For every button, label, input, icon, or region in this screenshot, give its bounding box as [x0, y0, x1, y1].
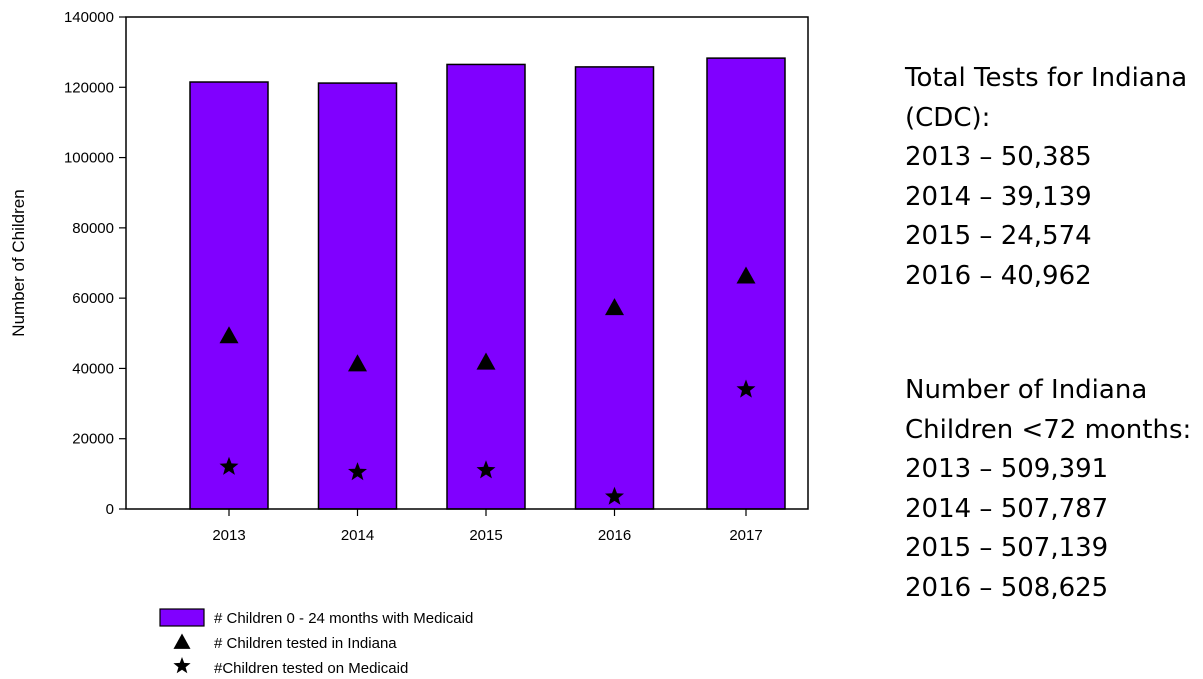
total-tests-heading-line1: Total Tests for Indiana: [905, 63, 1188, 93]
children-2015: 2015 – 507,139: [905, 533, 1109, 563]
star-marker-2016: [605, 486, 624, 505]
triangle-marker-2016: [605, 298, 624, 316]
y-tick-label: 20000: [72, 431, 114, 448]
star-marker-2013: [219, 456, 239, 475]
y-tick-label: 140000: [64, 9, 114, 26]
y-tick-label: 80000: [72, 220, 114, 237]
children-count-panel: Number of Indiana Children <72 months: 2…: [905, 371, 1191, 608]
x-tick-label: 2017: [729, 527, 762, 544]
triangle-marker-2015: [476, 352, 496, 370]
legend-triangle-marker: [173, 633, 191, 649]
total-tests-2014: 2014 – 39,139: [905, 181, 1092, 212]
bar-2016: [574, 66, 655, 510]
x-tick-label: 2016: [598, 527, 631, 544]
total-tests-2015: 2015 – 24,574: [905, 221, 1092, 251]
triangle-marker-2014: [348, 354, 367, 372]
star-marker-2017: [736, 379, 756, 398]
x-tick-label: 2014: [341, 527, 374, 544]
y-tick-label: 60000: [72, 290, 114, 307]
children-2014: 2014 – 507,787: [905, 493, 1109, 524]
x-tick-label: 2013: [212, 527, 245, 544]
children-2013: 2013 – 509,391: [905, 454, 1109, 484]
plot-area-frame: [125, 16, 809, 510]
legend-bar-swatch: [159, 608, 205, 627]
y-tick-label: 120000: [64, 79, 114, 96]
total-tests-heading-line2: (CDC):: [905, 102, 991, 133]
total-tests-2013: 2013 – 50,385: [905, 142, 1092, 172]
legend-label-medicaid-children: # Children 0 - 24 months with Medicaid: [214, 610, 473, 627]
y-tick-label: 100000: [64, 150, 114, 167]
bar-2014: [317, 82, 398, 510]
y-tick-label: 0: [106, 501, 114, 518]
triangle-marker-2013: [219, 326, 239, 344]
children-heading-line1: Number of Indiana: [905, 375, 1148, 405]
total-tests-panel: Total Tests for Indiana (CDC): 2013 – 50…: [905, 59, 1187, 296]
legend-label-tested-medicaid: #Children tested on Medicaid: [214, 660, 408, 677]
legend-star-marker: [173, 657, 191, 674]
children-2016: 2016 – 508,625: [905, 572, 1109, 603]
y-axis-label: Number of Children: [9, 189, 28, 336]
legend-label-tested-indiana: # Children tested in Indiana: [214, 635, 397, 652]
x-tick-label: 2015: [469, 527, 502, 544]
y-tick-label: 40000: [72, 360, 114, 377]
children-heading-line2: Children <72 months:: [905, 414, 1192, 445]
bar-2015: [446, 63, 526, 510]
star-marker-2014: [348, 462, 367, 481]
star-marker-2015: [476, 460, 496, 479]
triangle-marker-2017: [736, 266, 756, 284]
bar-2017: [706, 57, 786, 510]
total-tests-2016: 2016 – 40,962: [905, 260, 1092, 291]
legend: # Children 0 - 24 months with Medicaid # …: [159, 608, 473, 677]
bar-2013: [189, 81, 269, 510]
